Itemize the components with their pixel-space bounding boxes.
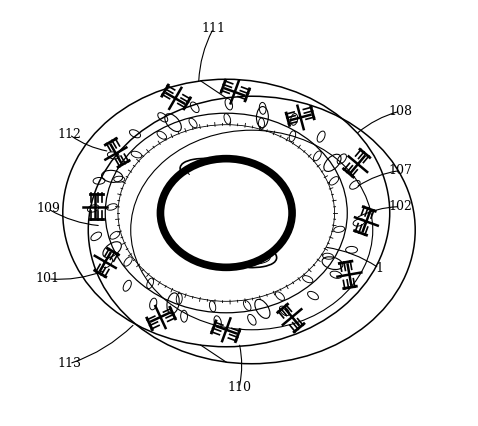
Text: 107: 107: [389, 164, 413, 177]
Text: 101: 101: [36, 272, 60, 285]
Text: 111: 111: [202, 22, 226, 35]
Text: 109: 109: [36, 202, 60, 215]
Text: 1: 1: [375, 262, 383, 275]
Text: 102: 102: [389, 200, 413, 213]
Text: 112: 112: [57, 128, 81, 141]
Text: 110: 110: [227, 381, 251, 394]
Text: 113: 113: [57, 357, 81, 370]
Text: 108: 108: [388, 105, 413, 118]
